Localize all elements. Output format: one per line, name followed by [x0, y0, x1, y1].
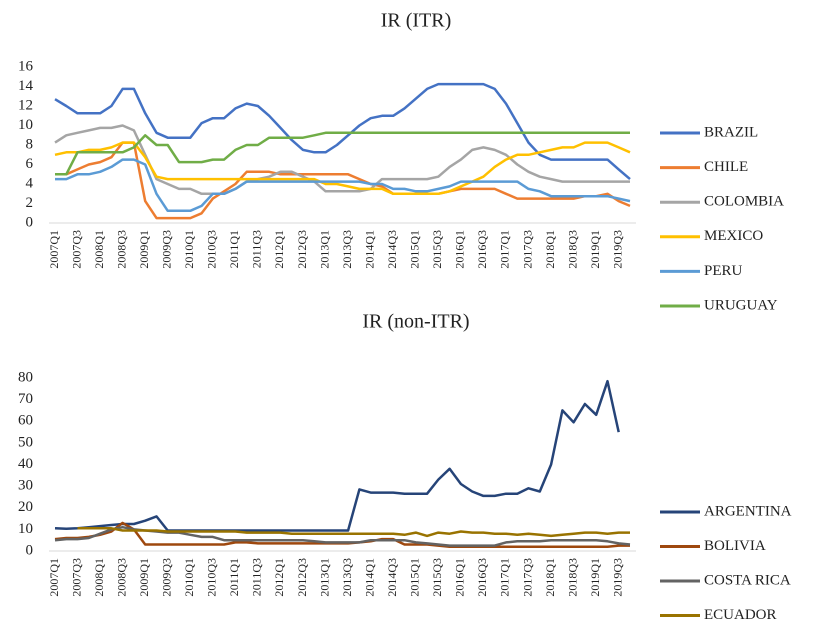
x-tick-label: 2016Q3 [475, 558, 489, 597]
x-tick-label: 2012Q3 [295, 230, 309, 269]
legend-label: BOLIVIA [704, 538, 766, 554]
legend-label: CHILE [704, 159, 748, 175]
x-tick-label: 2011Q1 [227, 558, 241, 596]
y-tick-label: 16 [18, 58, 34, 74]
y-tick-label: 20 [18, 499, 33, 515]
x-tick-label: 2014Q1 [362, 230, 376, 269]
legend-label: URUGUAY [704, 297, 778, 313]
x-tick-label: 2010Q3 [205, 558, 219, 597]
x-tick-label: 2017Q1 [498, 558, 512, 597]
x-tick-label: 2016Q1 [453, 558, 467, 597]
series-line [55, 131, 630, 176]
y-tick-label: 30 [18, 478, 33, 494]
chart-title: IR (non-ITR) [362, 311, 469, 333]
x-tick-label: 2017Q3 [520, 230, 534, 269]
x-tick-label: 2008Q1 [92, 558, 106, 597]
series-line [55, 141, 631, 220]
x-tick-label: 2019Q3 [610, 558, 624, 597]
y-tick-label: 2 [26, 195, 34, 211]
x-tick-label: 2007Q1 [47, 230, 61, 269]
x-tick-label: 2011Q3 [250, 230, 264, 268]
x-tick-label: 2019Q1 [588, 558, 602, 597]
x-tick-label: 2009Q3 [159, 230, 173, 269]
x-tick-label: 2016Q1 [453, 230, 467, 269]
x-tick-label: 2009Q3 [159, 558, 173, 597]
x-tick-label: 2017Q3 [520, 558, 534, 597]
x-tick-label: 2009Q1 [137, 558, 151, 597]
x-tick-label: 2012Q3 [295, 558, 309, 597]
y-tick-label: 8 [26, 136, 34, 152]
x-tick-label: 2013Q1 [317, 558, 331, 597]
y-tick-label: 70 [18, 391, 33, 407]
legend-label: BRAZIL [704, 124, 758, 140]
x-tick-label: 2007Q1 [47, 558, 61, 597]
x-tick-label: 2007Q3 [69, 230, 83, 269]
y-tick-label: 10 [18, 521, 33, 537]
y-tick-label: 60 [18, 413, 33, 429]
x-tick-label: 2015Q1 [408, 230, 422, 269]
legend-label: ECUADOR [704, 607, 777, 620]
x-tick-label: 2011Q1 [227, 230, 241, 268]
x-tick-label: 2014Q1 [362, 558, 376, 597]
legend-label: ARGENTINA [704, 503, 792, 519]
x-tick-label: 2018Q1 [543, 230, 557, 269]
y-tick-label: 50 [18, 434, 33, 450]
x-tick-label: 2008Q3 [114, 558, 128, 597]
x-tick-label: 2009Q1 [137, 230, 151, 269]
y-tick-label: 40 [18, 456, 33, 472]
chart-title: IR (ITR) [381, 10, 452, 32]
series-line [55, 158, 631, 213]
x-tick-label: 2016Q3 [475, 230, 489, 269]
y-tick-label: 0 [26, 542, 34, 558]
legend-label: COSTA RICA [704, 572, 791, 588]
series-line [54, 379, 620, 532]
x-tick-label: 2008Q1 [92, 230, 106, 269]
x-tick-label: 2017Q1 [498, 230, 512, 269]
x-tick-label: 2010Q1 [182, 230, 196, 269]
y-tick-label: 10 [18, 117, 33, 133]
x-tick-label: 2014Q3 [385, 558, 399, 597]
x-tick-label: 2010Q3 [205, 230, 219, 269]
y-tick-label: 4 [26, 175, 34, 191]
y-tick-label: 6 [26, 156, 34, 172]
x-tick-label: 2018Q3 [565, 558, 579, 597]
x-tick-label: 2018Q1 [543, 558, 557, 597]
y-tick-label: 14 [18, 78, 34, 94]
x-tick-label: 2014Q3 [385, 230, 399, 269]
x-tick-label: 2011Q3 [250, 558, 264, 596]
x-tick-label: 2018Q3 [565, 230, 579, 269]
legend-label: COLOMBIA [704, 194, 784, 210]
x-tick-label: 2012Q1 [272, 558, 286, 597]
y-tick-label: 12 [18, 97, 33, 113]
x-tick-label: 2019Q1 [588, 230, 602, 269]
legend-label: PERU [704, 263, 743, 279]
x-tick-label: 2013Q3 [340, 230, 354, 269]
y-tick-label: 80 [18, 369, 33, 385]
x-tick-label: 2012Q1 [272, 230, 286, 269]
x-tick-label: 2010Q1 [182, 558, 196, 597]
series-line [54, 82, 631, 181]
series-line [77, 527, 630, 538]
x-tick-label: 2015Q1 [408, 558, 422, 597]
y-tick-label: 0 [26, 214, 34, 230]
x-tick-label: 2015Q3 [430, 558, 444, 597]
series-line [54, 141, 631, 196]
x-tick-label: 2013Q1 [317, 230, 331, 269]
x-tick-label: 2019Q3 [610, 230, 624, 269]
x-tick-label: 2008Q3 [114, 230, 128, 269]
x-tick-label: 2015Q3 [430, 230, 444, 269]
legend-label: MEXICO [704, 228, 763, 244]
x-tick-label: 2007Q3 [69, 558, 83, 597]
x-tick-label: 2013Q3 [340, 558, 354, 597]
